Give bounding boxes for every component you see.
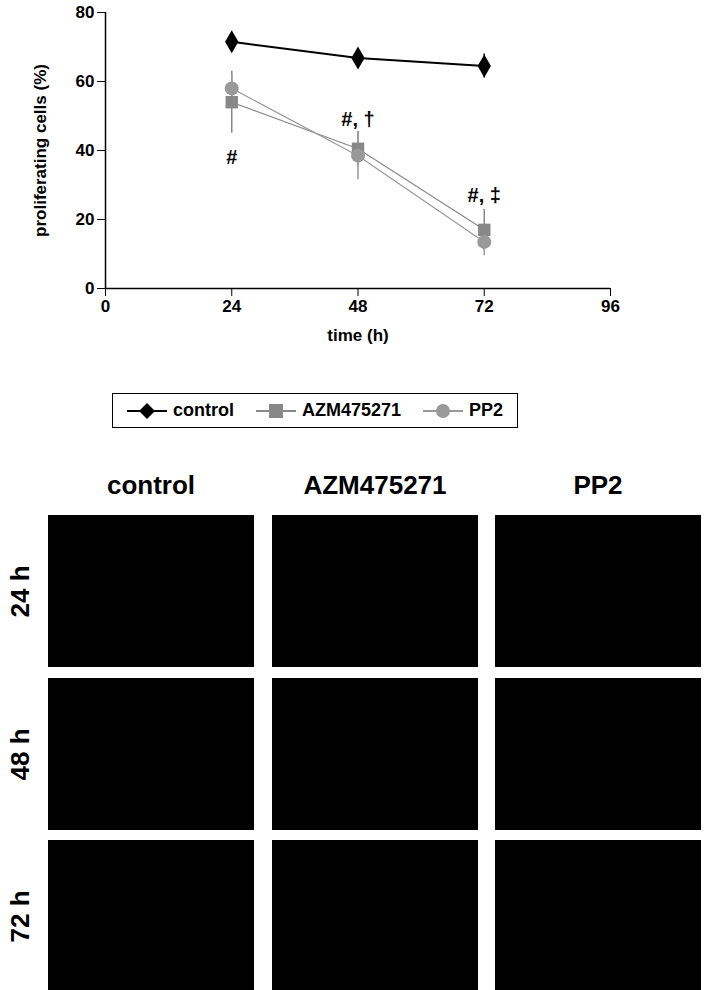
html-text:PP2: PP2 (573, 470, 623, 500)
html-text:24 h: 24 h (4, 565, 35, 617)
svg-text:0: 0 (85, 279, 94, 298)
html-text:control: control (173, 400, 234, 420)
svg-text:80: 80 (76, 3, 95, 22)
html-text:PP2: PP2 (469, 400, 504, 420)
html-text:control: control (106, 470, 195, 500)
svg-text:20: 20 (76, 210, 95, 229)
html-text:AZM475271: AZM475271 (302, 400, 402, 420)
svg-text:96: 96 (601, 297, 620, 316)
svg-text:#: # (226, 146, 237, 168)
svg-text:proliferating cells (%): proliferating cells (%) (31, 64, 50, 237)
svg-text:#, †: #, † (341, 108, 374, 130)
svg-text:0: 0 (101, 297, 110, 316)
svg-text:#, ‡: #, ‡ (468, 184, 501, 206)
svg-text:40: 40 (76, 141, 95, 160)
html-text:72 h: 72 h (4, 890, 35, 942)
html-text:48 h: 48 h (4, 728, 35, 780)
svg-text:72: 72 (475, 297, 494, 316)
html-text:AZM475271: AZM475271 (303, 470, 447, 500)
svg-text:60: 60 (76, 72, 95, 91)
svg-text:48: 48 (349, 297, 368, 316)
svg-text:24: 24 (222, 297, 241, 316)
svg-text:time (h): time (h) (327, 326, 388, 345)
